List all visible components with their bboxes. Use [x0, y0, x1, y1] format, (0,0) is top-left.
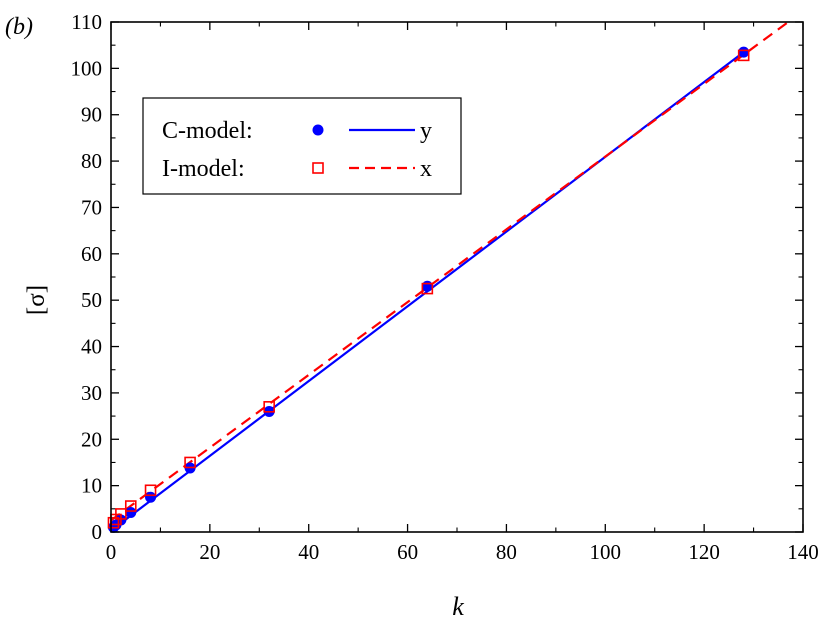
ticks-layer: 0 20 40 60 80 100 120 140 0 10 20 30 40 50 60 70 80 90 100… [71, 10, 819, 564]
y-tick-label: 110 [71, 10, 102, 34]
x-tick-label: 60 [397, 540, 418, 564]
legend-label-c-model: C-model: [162, 118, 253, 144]
legend-line-label-i-model: x [420, 156, 432, 182]
i-model-point [124, 500, 137, 512]
x-tick-label: 80 [496, 540, 517, 564]
legend-label-i-model: I-model: [162, 156, 245, 182]
y-tick-label: 90 [81, 103, 102, 127]
y-tick-label: 40 [81, 335, 102, 359]
c-model-point [145, 491, 157, 503]
y-tick-label: 70 [81, 195, 102, 219]
y-axis-label: [σ] [23, 285, 50, 315]
x-tick-label: 0 [106, 540, 117, 564]
i-model-point [421, 282, 434, 295]
i-model-point [115, 508, 127, 520]
y-tick-label: 20 [81, 427, 102, 451]
legend-line-label-c-model: y [420, 118, 432, 144]
c-model-point [421, 280, 433, 292]
legend: C-model: y I-model: x [142, 97, 462, 195]
i-model-point [144, 484, 157, 497]
x-tick-label: 120 [688, 540, 720, 564]
x-tick-label: 100 [590, 540, 622, 564]
x-tick-label: 40 [298, 540, 319, 564]
x-axis-label: k [452, 592, 464, 621]
legend-box [142, 97, 462, 195]
legend-marker-i-model [312, 162, 324, 174]
i-model-point [107, 516, 120, 529]
y-tick-label: 10 [81, 474, 102, 498]
i-model-fit-line [110, 21, 789, 522]
y-tick-label: 50 [81, 288, 102, 312]
y-tick-label: 30 [81, 381, 102, 405]
i-model-point [184, 456, 196, 469]
plot-area-frame [110, 21, 804, 533]
y-tick-label: 80 [81, 149, 102, 173]
x-tick-label: 20 [199, 540, 220, 564]
i-model-point [263, 401, 275, 413]
series-layer [107, 21, 789, 533]
y-tick-label: 0 [92, 520, 103, 544]
i-model-point [737, 49, 750, 62]
y-tick-label: 60 [81, 242, 102, 266]
legend-marker-c-model [312, 124, 324, 136]
c-model-point [125, 507, 137, 519]
y-tick-label: 100 [71, 56, 103, 80]
x-tick-label: 140 [787, 540, 819, 564]
panel-label: (b) [5, 14, 33, 40]
c-model-point [738, 46, 750, 58]
